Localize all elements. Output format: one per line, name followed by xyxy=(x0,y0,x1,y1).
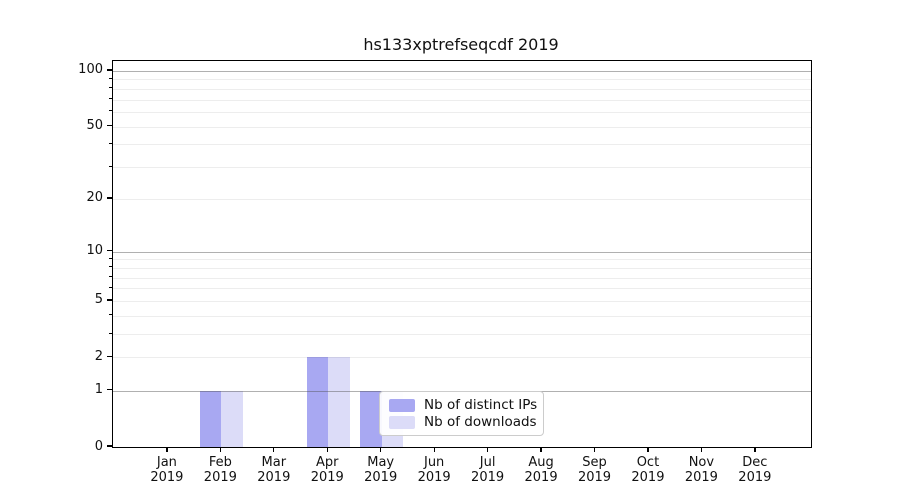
gridline-y-30 xyxy=(113,167,811,169)
x-tick-label: Sep 2019 xyxy=(577,455,612,485)
gridline-y-6 xyxy=(113,288,811,290)
y-tick xyxy=(107,69,112,71)
x-tick xyxy=(219,447,222,453)
legend-swatch-distinct-ips xyxy=(389,398,415,412)
plot-area xyxy=(112,60,812,448)
gridline-y-90 xyxy=(113,79,811,81)
y-minor-tick xyxy=(109,142,112,144)
y-tick xyxy=(107,388,112,391)
x-tick xyxy=(700,447,703,453)
y-tick xyxy=(107,124,112,127)
x-tick xyxy=(647,447,649,453)
gridline-y-3 xyxy=(113,334,811,336)
bar-distinct-ips xyxy=(306,357,329,447)
x-tick xyxy=(754,447,756,453)
y-tick-label: 5 xyxy=(94,292,103,308)
bar-downloads xyxy=(221,390,243,447)
gridline-y-2 xyxy=(113,357,811,359)
x-tick-label: Apr 2019 xyxy=(310,455,344,485)
x-tick-label: May 2019 xyxy=(364,455,398,485)
gridline-y-60 xyxy=(113,111,811,113)
x-tick-label: Aug 2019 xyxy=(524,455,558,485)
gridline-y-40 xyxy=(113,144,811,146)
y-minor-tick xyxy=(109,332,112,334)
bar-distinct-ips xyxy=(360,390,382,447)
gridline-y-4 xyxy=(113,315,811,317)
x-tick-label: Mar 2019 xyxy=(257,455,291,485)
x-tick-label: Jun 2019 xyxy=(417,455,451,485)
y-minor-tick xyxy=(109,98,112,100)
y-tick-label: 50 xyxy=(86,118,103,134)
y-tick xyxy=(107,197,112,199)
y-tick xyxy=(107,445,112,447)
legend-swatch-downloads xyxy=(389,415,415,429)
legend-label-downloads: Nb of downloads xyxy=(424,414,537,430)
x-tick-label: Oct 2019 xyxy=(631,455,665,485)
y-tick-label: 10 xyxy=(86,243,103,259)
x-tick xyxy=(326,447,328,453)
y-minor-tick xyxy=(109,110,112,112)
legend-label-distinct-ips: Nb of distinct IPs xyxy=(424,397,538,413)
gridline-y-50 xyxy=(113,126,811,128)
x-tick xyxy=(487,447,489,453)
y-minor-tick xyxy=(109,314,112,316)
x-tick-label: Jul 2019 xyxy=(471,455,505,485)
y-minor-tick xyxy=(109,87,112,89)
gridline-y-10 xyxy=(113,251,811,253)
y-tick-label: 0 xyxy=(94,438,103,454)
y-minor-tick xyxy=(109,286,112,288)
x-tick-label: Dec 2019 xyxy=(738,455,772,485)
bar-downloads xyxy=(328,357,350,447)
y-tick-label: 100 xyxy=(78,62,103,78)
y-minor-tick xyxy=(109,77,112,79)
gridline-y-5 xyxy=(113,300,811,302)
gridline-y-70 xyxy=(113,99,811,101)
x-tick xyxy=(540,447,542,453)
y-tick-label: 1 xyxy=(94,382,103,397)
gridline-y-7 xyxy=(113,277,811,279)
chart-title: hs133xptrefseqcdf 2019 xyxy=(363,35,559,54)
y-tick xyxy=(107,355,112,358)
legend-item-downloads: Nb of downloads xyxy=(389,414,537,430)
gridline-y-9 xyxy=(113,259,811,261)
x-tick-label: Jan 2019 xyxy=(150,455,184,485)
x-tick-label: Feb 2019 xyxy=(203,455,237,485)
bar-distinct-ips xyxy=(199,390,222,447)
y-minor-tick xyxy=(109,276,112,278)
x-tick xyxy=(593,447,596,453)
x-tick xyxy=(380,447,382,453)
y-tick-label: 2 xyxy=(94,348,103,364)
y-tick-label: 20 xyxy=(86,190,103,206)
x-tick xyxy=(433,447,435,453)
x-tick xyxy=(273,447,275,453)
gridline-y-80 xyxy=(113,88,811,90)
y-minor-tick xyxy=(109,257,112,259)
y-minor-tick xyxy=(109,266,112,268)
x-tick xyxy=(166,447,168,453)
y-tick xyxy=(107,249,112,252)
gridline-y-20 xyxy=(113,198,811,200)
gridline-y-8 xyxy=(113,267,811,269)
x-tick-label: Nov 2019 xyxy=(684,455,718,485)
y-minor-tick xyxy=(109,165,112,167)
gridline-y-100 xyxy=(113,70,811,72)
legend-item-distinct-ips: Nb of distinct IPs xyxy=(389,397,538,413)
y-tick xyxy=(107,299,112,301)
legend: Nb of distinct IPs Nb of downloads xyxy=(379,391,544,436)
